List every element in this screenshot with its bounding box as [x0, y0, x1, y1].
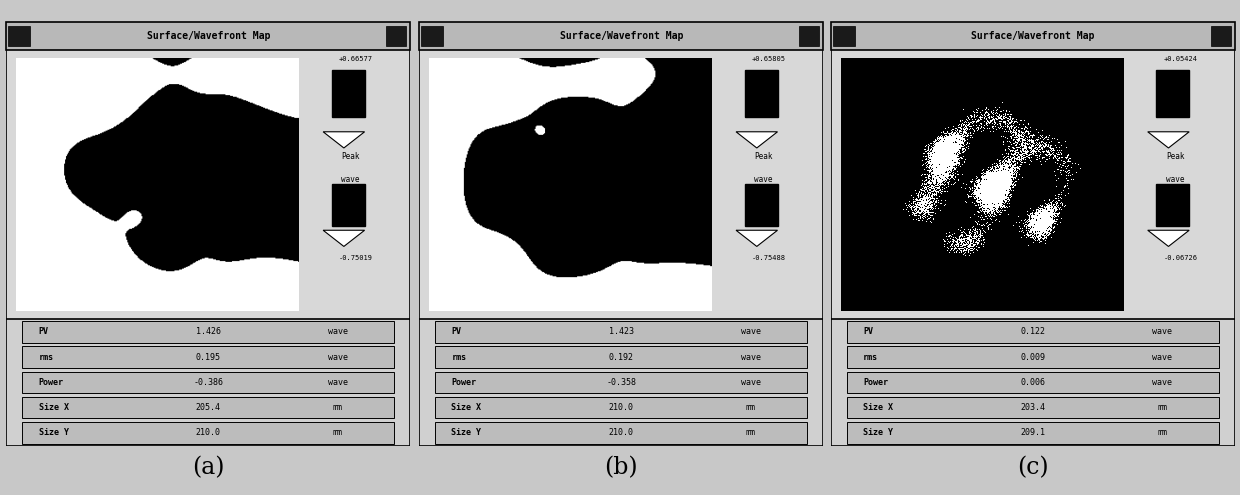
- Text: -0.75488: -0.75488: [751, 254, 786, 260]
- Text: Power: Power: [38, 378, 63, 387]
- Text: 1.423: 1.423: [609, 327, 634, 337]
- Text: -0.386: -0.386: [193, 378, 223, 387]
- Text: 210.0: 210.0: [609, 428, 634, 438]
- Bar: [799, 26, 820, 46]
- Bar: [1157, 70, 1189, 117]
- Bar: [22, 397, 394, 418]
- Text: Peak: Peak: [341, 152, 360, 161]
- Bar: [745, 70, 777, 117]
- Bar: [332, 184, 365, 226]
- Text: (a): (a): [192, 456, 224, 479]
- Bar: [847, 397, 1219, 418]
- Text: Valley: Valley: [749, 190, 777, 199]
- Text: PV: PV: [38, 327, 48, 337]
- Polygon shape: [737, 230, 777, 247]
- Bar: [833, 26, 856, 46]
- Text: 0.122: 0.122: [1021, 327, 1045, 337]
- Text: Peak: Peak: [1166, 152, 1184, 161]
- Bar: [435, 321, 807, 343]
- Text: PV: PV: [451, 327, 461, 337]
- Text: 0.195: 0.195: [196, 352, 221, 362]
- Text: wave: wave: [341, 175, 360, 184]
- Text: -0.358: -0.358: [606, 378, 636, 387]
- Bar: [847, 346, 1219, 368]
- Text: 209.1: 209.1: [1021, 428, 1045, 438]
- Text: mm: mm: [745, 428, 755, 438]
- Text: wave: wave: [740, 327, 760, 337]
- Text: Peak: Peak: [754, 152, 773, 161]
- Bar: [435, 372, 807, 393]
- Text: 210.0: 210.0: [609, 403, 634, 412]
- Text: 1.426: 1.426: [196, 327, 221, 337]
- Text: 0.192: 0.192: [609, 352, 634, 362]
- Text: Power: Power: [863, 378, 888, 387]
- Text: 210.0: 210.0: [196, 428, 221, 438]
- Text: wave: wave: [1152, 327, 1172, 337]
- Text: wave: wave: [1152, 352, 1172, 362]
- Text: +0.05424: +0.05424: [1163, 56, 1198, 62]
- Bar: [435, 422, 807, 444]
- Bar: [22, 346, 394, 368]
- Bar: [847, 321, 1219, 343]
- Polygon shape: [1148, 230, 1189, 247]
- Bar: [847, 372, 1219, 393]
- Bar: [1210, 26, 1231, 46]
- Text: 0.006: 0.006: [1021, 378, 1045, 387]
- Text: Surface/Wavefront Map: Surface/Wavefront Map: [971, 31, 1095, 41]
- Text: wave: wave: [740, 378, 760, 387]
- Text: wave: wave: [740, 352, 760, 362]
- Text: 0.009: 0.009: [1021, 352, 1045, 362]
- Text: rms: rms: [38, 352, 53, 362]
- Text: wave: wave: [1152, 378, 1172, 387]
- Bar: [435, 346, 807, 368]
- Text: +0.66577: +0.66577: [339, 56, 373, 62]
- Bar: [435, 397, 807, 418]
- Text: Size X: Size X: [863, 403, 893, 412]
- Bar: [22, 422, 394, 444]
- Text: rms: rms: [863, 352, 878, 362]
- Text: -0.06726: -0.06726: [1163, 254, 1198, 260]
- Polygon shape: [324, 230, 365, 247]
- Text: 203.4: 203.4: [1021, 403, 1045, 412]
- Text: mm: mm: [1157, 403, 1167, 412]
- Text: wave: wave: [327, 378, 347, 387]
- Text: Size X: Size X: [451, 403, 481, 412]
- Bar: [422, 26, 444, 46]
- Text: rms: rms: [451, 352, 466, 362]
- Text: Valley: Valley: [1161, 190, 1189, 199]
- Bar: [9, 26, 31, 46]
- Text: mm: mm: [332, 428, 342, 438]
- Text: Size Y: Size Y: [451, 428, 481, 438]
- Text: (b): (b): [604, 456, 639, 479]
- Bar: [332, 70, 365, 117]
- Text: (c): (c): [1017, 456, 1049, 479]
- Text: Size Y: Size Y: [863, 428, 893, 438]
- Text: wave: wave: [1166, 175, 1184, 184]
- Bar: [22, 321, 394, 343]
- Polygon shape: [737, 132, 777, 148]
- Bar: [745, 184, 777, 226]
- Polygon shape: [324, 132, 365, 148]
- Polygon shape: [1148, 132, 1189, 148]
- Text: mm: mm: [1157, 428, 1167, 438]
- Text: Surface/Wavefront Map: Surface/Wavefront Map: [146, 31, 270, 41]
- Text: wave: wave: [754, 175, 773, 184]
- Text: Valley: Valley: [336, 190, 365, 199]
- Text: 205.4: 205.4: [196, 403, 221, 412]
- Text: wave: wave: [327, 327, 347, 337]
- Text: +0.65805: +0.65805: [751, 56, 786, 62]
- Bar: [386, 26, 407, 46]
- Text: wave: wave: [327, 352, 347, 362]
- Text: PV: PV: [863, 327, 873, 337]
- Text: Power: Power: [451, 378, 476, 387]
- Bar: [847, 422, 1219, 444]
- Text: Size X: Size X: [38, 403, 68, 412]
- Text: -0.75019: -0.75019: [339, 254, 373, 260]
- Text: mm: mm: [332, 403, 342, 412]
- Bar: [1157, 184, 1189, 226]
- Text: mm: mm: [745, 403, 755, 412]
- Text: Size Y: Size Y: [38, 428, 68, 438]
- Bar: [22, 372, 394, 393]
- Text: Surface/Wavefront Map: Surface/Wavefront Map: [559, 31, 683, 41]
